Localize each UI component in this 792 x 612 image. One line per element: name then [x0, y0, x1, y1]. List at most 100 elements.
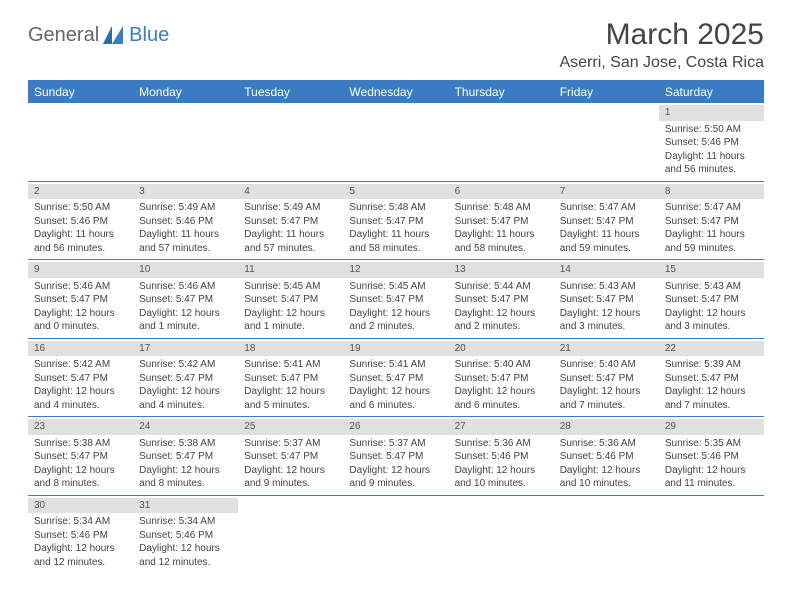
calendar-day-cell — [449, 495, 554, 573]
calendar-day-cell: 14Sunrise: 5:43 AMSunset: 5:47 PMDayligh… — [554, 260, 659, 339]
day-info-line: Sunrise: 5:46 AM — [139, 280, 232, 294]
month-title: March 2025 — [559, 18, 764, 52]
day-info-line: Sunrise: 5:45 AM — [244, 280, 337, 294]
day-info-line: Daylight: 12 hours — [560, 385, 653, 399]
calendar-day-cell: 8Sunrise: 5:47 AMSunset: 5:47 PMDaylight… — [659, 181, 764, 260]
calendar-day-cell: 5Sunrise: 5:48 AMSunset: 5:47 PMDaylight… — [343, 181, 448, 260]
day-number: 22 — [659, 341, 764, 357]
day-info-line: and 4 minutes. — [34, 399, 127, 413]
day-number: 5 — [343, 184, 448, 200]
weekday-header: Monday — [133, 81, 238, 104]
weekday-header: Tuesday — [238, 81, 343, 104]
day-info-line: and 12 minutes. — [34, 556, 127, 570]
day-info-line: and 9 minutes. — [244, 477, 337, 491]
day-info-line: Sunset: 5:47 PM — [560, 215, 653, 229]
day-number: 7 — [554, 184, 659, 200]
day-info-line: Sunrise: 5:37 AM — [349, 437, 442, 451]
day-info-line: Sunset: 5:47 PM — [34, 372, 127, 386]
day-number: 10 — [133, 262, 238, 278]
day-info-line: Sunrise: 5:40 AM — [455, 358, 548, 372]
day-info-line: and 12 minutes. — [139, 556, 232, 570]
location: Aserri, San Jose, Costa Rica — [559, 54, 764, 72]
day-info-line: Daylight: 11 hours — [665, 228, 758, 242]
day-info-line: Sunset: 5:47 PM — [560, 372, 653, 386]
day-info-line: Daylight: 12 hours — [34, 385, 127, 399]
day-info-line: Sunrise: 5:47 AM — [665, 201, 758, 215]
day-info-line: Daylight: 12 hours — [455, 307, 548, 321]
day-info-line: Sunset: 5:46 PM — [139, 529, 232, 543]
day-info-line: and 5 minutes. — [244, 399, 337, 413]
day-number: 1 — [659, 105, 764, 121]
calendar-day-cell: 16Sunrise: 5:42 AMSunset: 5:47 PMDayligh… — [28, 338, 133, 417]
day-info-line: Sunrise: 5:48 AM — [349, 201, 442, 215]
day-info-line: Sunrise: 5:46 AM — [34, 280, 127, 294]
day-info-line: Sunset: 5:47 PM — [139, 450, 232, 464]
day-info-line: and 1 minute. — [139, 320, 232, 334]
logo-text-2: Blue — [129, 24, 169, 47]
day-info-line: Sunrise: 5:49 AM — [244, 201, 337, 215]
calendar-week-row: 1Sunrise: 5:50 AMSunset: 5:46 PMDaylight… — [28, 103, 764, 181]
day-info-line: Sunset: 5:47 PM — [349, 215, 442, 229]
day-info-line: Daylight: 12 hours — [34, 464, 127, 478]
calendar-table: SundayMondayTuesdayWednesdayThursdayFrid… — [28, 80, 764, 573]
day-info-line: Daylight: 12 hours — [139, 307, 232, 321]
day-number: 30 — [28, 498, 133, 514]
calendar-week-row: 30Sunrise: 5:34 AMSunset: 5:46 PMDayligh… — [28, 495, 764, 573]
day-info-line: and 11 minutes. — [665, 477, 758, 491]
day-info-line: and 2 minutes. — [455, 320, 548, 334]
calendar-day-cell — [449, 103, 554, 181]
day-number: 27 — [449, 419, 554, 435]
calendar-day-cell: 19Sunrise: 5:41 AMSunset: 5:47 PMDayligh… — [343, 338, 448, 417]
day-info-line: Sunrise: 5:43 AM — [560, 280, 653, 294]
day-info-line: Sunrise: 5:50 AM — [34, 201, 127, 215]
calendar-day-cell: 31Sunrise: 5:34 AMSunset: 5:46 PMDayligh… — [133, 495, 238, 573]
calendar-day-cell — [343, 103, 448, 181]
day-number: 31 — [133, 498, 238, 514]
day-info-line: and 1 minute. — [244, 320, 337, 334]
calendar-day-cell: 9Sunrise: 5:46 AMSunset: 5:47 PMDaylight… — [28, 260, 133, 339]
day-info-line: Sunset: 5:46 PM — [455, 450, 548, 464]
day-number: 26 — [343, 419, 448, 435]
day-number: 25 — [238, 419, 343, 435]
day-info-line: and 57 minutes. — [139, 242, 232, 256]
day-info-line: Daylight: 12 hours — [455, 385, 548, 399]
day-info-line: Sunrise: 5:41 AM — [349, 358, 442, 372]
day-info-line: Daylight: 12 hours — [349, 464, 442, 478]
day-info-line: Daylight: 11 hours — [244, 228, 337, 242]
day-info-line: Daylight: 12 hours — [34, 307, 127, 321]
day-number: 16 — [28, 341, 133, 357]
day-number: 14 — [554, 262, 659, 278]
weekday-header: Sunday — [28, 81, 133, 104]
day-info-line: Daylight: 12 hours — [349, 385, 442, 399]
day-number: 12 — [343, 262, 448, 278]
day-info-line: Sunset: 5:47 PM — [665, 372, 758, 386]
day-info-line: Daylight: 12 hours — [560, 464, 653, 478]
day-info-line: Sunset: 5:46 PM — [139, 215, 232, 229]
day-info-line: Daylight: 12 hours — [139, 464, 232, 478]
day-info-line: Sunset: 5:47 PM — [34, 450, 127, 464]
day-info-line: Sunset: 5:47 PM — [244, 372, 337, 386]
day-info-line: Sunrise: 5:35 AM — [665, 437, 758, 451]
calendar-day-cell: 2Sunrise: 5:50 AMSunset: 5:46 PMDaylight… — [28, 181, 133, 260]
day-info-line: and 3 minutes. — [665, 320, 758, 334]
day-info-line: and 10 minutes. — [455, 477, 548, 491]
day-number: 28 — [554, 419, 659, 435]
header: General Blue March 2025 Aserri, San Jose… — [28, 18, 764, 72]
day-info-line: Sunrise: 5:38 AM — [34, 437, 127, 451]
day-info-line: Sunset: 5:46 PM — [34, 215, 127, 229]
day-info-line: Sunrise: 5:41 AM — [244, 358, 337, 372]
calendar-day-cell: 3Sunrise: 5:49 AMSunset: 5:46 PMDaylight… — [133, 181, 238, 260]
day-info-line: Daylight: 12 hours — [139, 542, 232, 556]
calendar-day-cell — [554, 495, 659, 573]
calendar-day-cell: 28Sunrise: 5:36 AMSunset: 5:46 PMDayligh… — [554, 417, 659, 496]
day-info-line: and 10 minutes. — [560, 477, 653, 491]
day-number: 18 — [238, 341, 343, 357]
calendar-day-cell — [238, 103, 343, 181]
day-info-line: Sunset: 5:47 PM — [34, 293, 127, 307]
weekday-header-row: SundayMondayTuesdayWednesdayThursdayFrid… — [28, 81, 764, 104]
day-info-line: Daylight: 11 hours — [455, 228, 548, 242]
day-info-line: and 7 minutes. — [665, 399, 758, 413]
day-number: 23 — [28, 419, 133, 435]
day-number: 21 — [554, 341, 659, 357]
day-number: 2 — [28, 184, 133, 200]
